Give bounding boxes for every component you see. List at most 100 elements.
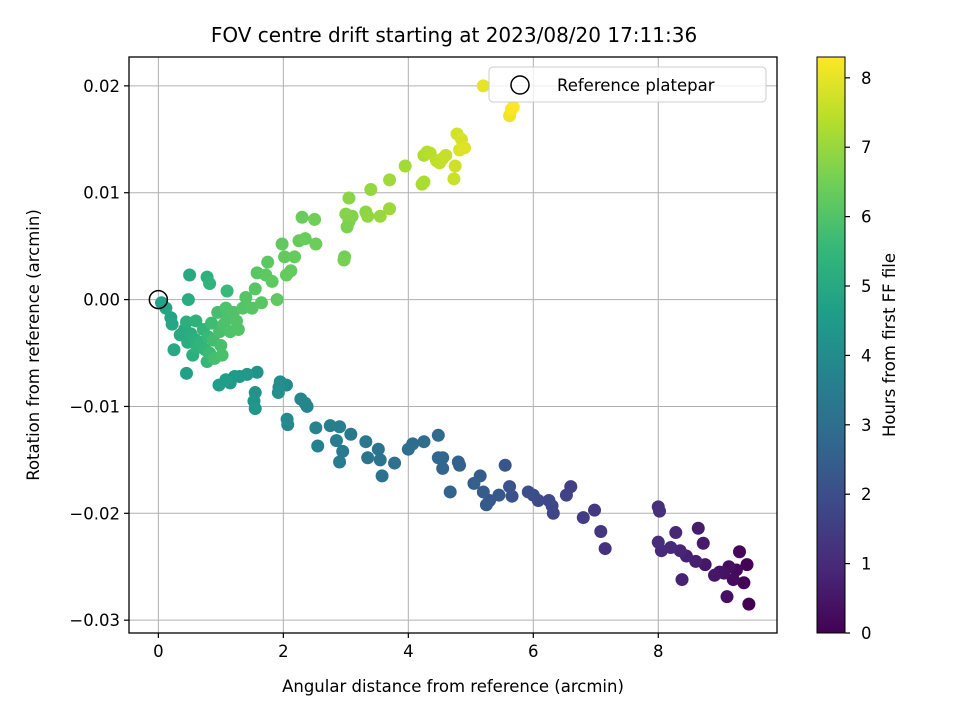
data-point	[284, 264, 298, 278]
y-axis-label: Rotation from reference (arcmin)	[24, 209, 43, 481]
data-point	[309, 421, 323, 435]
data-point	[443, 485, 457, 499]
data-point	[364, 183, 378, 197]
data-point	[165, 317, 179, 331]
data-point	[451, 455, 465, 469]
data-point	[740, 558, 754, 572]
data-point	[295, 210, 309, 224]
data-point	[506, 100, 520, 114]
legend-reference-marker	[510, 75, 530, 95]
colorbar-tick-label: 5	[861, 277, 872, 296]
data-point	[278, 250, 292, 264]
data-point	[576, 511, 590, 525]
data-point	[361, 209, 375, 223]
data-point	[498, 458, 512, 472]
data-point	[270, 293, 284, 307]
data-point	[476, 79, 490, 93]
x-axis-label: Angular distance from reference (arcmin)	[282, 677, 624, 696]
x-tick-label: 8	[653, 642, 664, 661]
data-point	[594, 524, 608, 538]
colorbar-tick-label: 6	[861, 208, 872, 227]
data-point	[373, 453, 387, 467]
data-point	[311, 439, 325, 453]
data-point	[726, 573, 740, 587]
y-axis: 0.02 0.01 0.00 −0.01 −0.02 −0.03	[69, 77, 129, 630]
data-point	[183, 268, 197, 282]
data-point	[298, 232, 312, 246]
data-point	[333, 420, 347, 434]
data-point	[653, 504, 667, 518]
y-tick-label: −0.03	[69, 611, 120, 630]
data-point	[588, 503, 602, 517]
data-point	[189, 314, 203, 328]
data-point	[308, 212, 322, 226]
data-point	[417, 435, 431, 449]
x-tick-label: 2	[278, 642, 289, 661]
data-point	[231, 323, 245, 337]
data-point	[250, 365, 264, 379]
plot-area	[128, 56, 778, 634]
data-point	[651, 535, 665, 549]
colorbar-tick-label: 1	[861, 555, 872, 574]
colorbar-tick-label: 2	[861, 485, 872, 504]
data-point	[275, 237, 289, 251]
reference-platepar-marker	[148, 289, 169, 310]
data-point	[521, 485, 535, 499]
data-point	[236, 301, 250, 315]
data-points	[148, 79, 756, 611]
data-point	[691, 521, 705, 535]
x-tick-label: 6	[528, 642, 539, 661]
data-point	[344, 427, 358, 441]
data-point	[373, 209, 387, 223]
data-point	[458, 141, 472, 155]
data-point	[309, 237, 323, 251]
data-point	[336, 444, 350, 458]
data-point	[742, 597, 756, 611]
data-point	[448, 159, 462, 173]
data-point	[479, 498, 493, 512]
data-point	[215, 348, 229, 362]
data-point	[167, 343, 181, 357]
data-point	[708, 568, 722, 582]
data-point	[261, 255, 275, 269]
x-tick-label: 4	[403, 642, 414, 661]
colorbar-tick-label: 7	[861, 138, 872, 157]
data-point	[720, 590, 734, 604]
data-point	[220, 284, 234, 298]
data-point	[503, 480, 517, 494]
data-point	[203, 277, 217, 291]
data-point	[398, 159, 412, 173]
data-point	[294, 392, 308, 406]
colorbar-label: Hours from first FF file	[880, 253, 899, 437]
data-point	[179, 366, 193, 380]
legend: Reference platepar	[488, 66, 767, 103]
grid-lines	[129, 57, 777, 633]
x-tick-label: 0	[153, 642, 164, 661]
y-tick-label: −0.02	[69, 504, 120, 523]
data-point	[361, 451, 375, 465]
data-point	[248, 282, 262, 296]
x-axis: 0 2 4 6 8	[153, 633, 664, 661]
data-point	[383, 202, 397, 216]
data-point	[280, 412, 294, 426]
data-point	[436, 461, 450, 475]
data-point	[559, 488, 573, 502]
data-point	[371, 442, 385, 456]
y-tick-label: 0.02	[83, 77, 120, 96]
data-point	[431, 451, 445, 465]
y-tick-label: 0.01	[83, 184, 120, 203]
data-point	[323, 419, 337, 433]
colorbar-tick-label: 0	[861, 624, 872, 643]
y-tick-label: −0.01	[69, 397, 120, 416]
colorbar: 0 1 2 3 4 5 6 7 8 Hours from first FF file	[816, 56, 899, 643]
data-point	[598, 542, 612, 556]
data-point	[733, 545, 747, 559]
data-point	[288, 250, 302, 264]
data-point	[159, 301, 173, 315]
chart-title: FOV centre drift starting at 2023/08/20 …	[211, 23, 697, 47]
data-point	[383, 173, 397, 187]
data-point	[447, 172, 461, 186]
data-point	[271, 386, 285, 400]
colorbar-tick-label: 3	[861, 416, 872, 435]
